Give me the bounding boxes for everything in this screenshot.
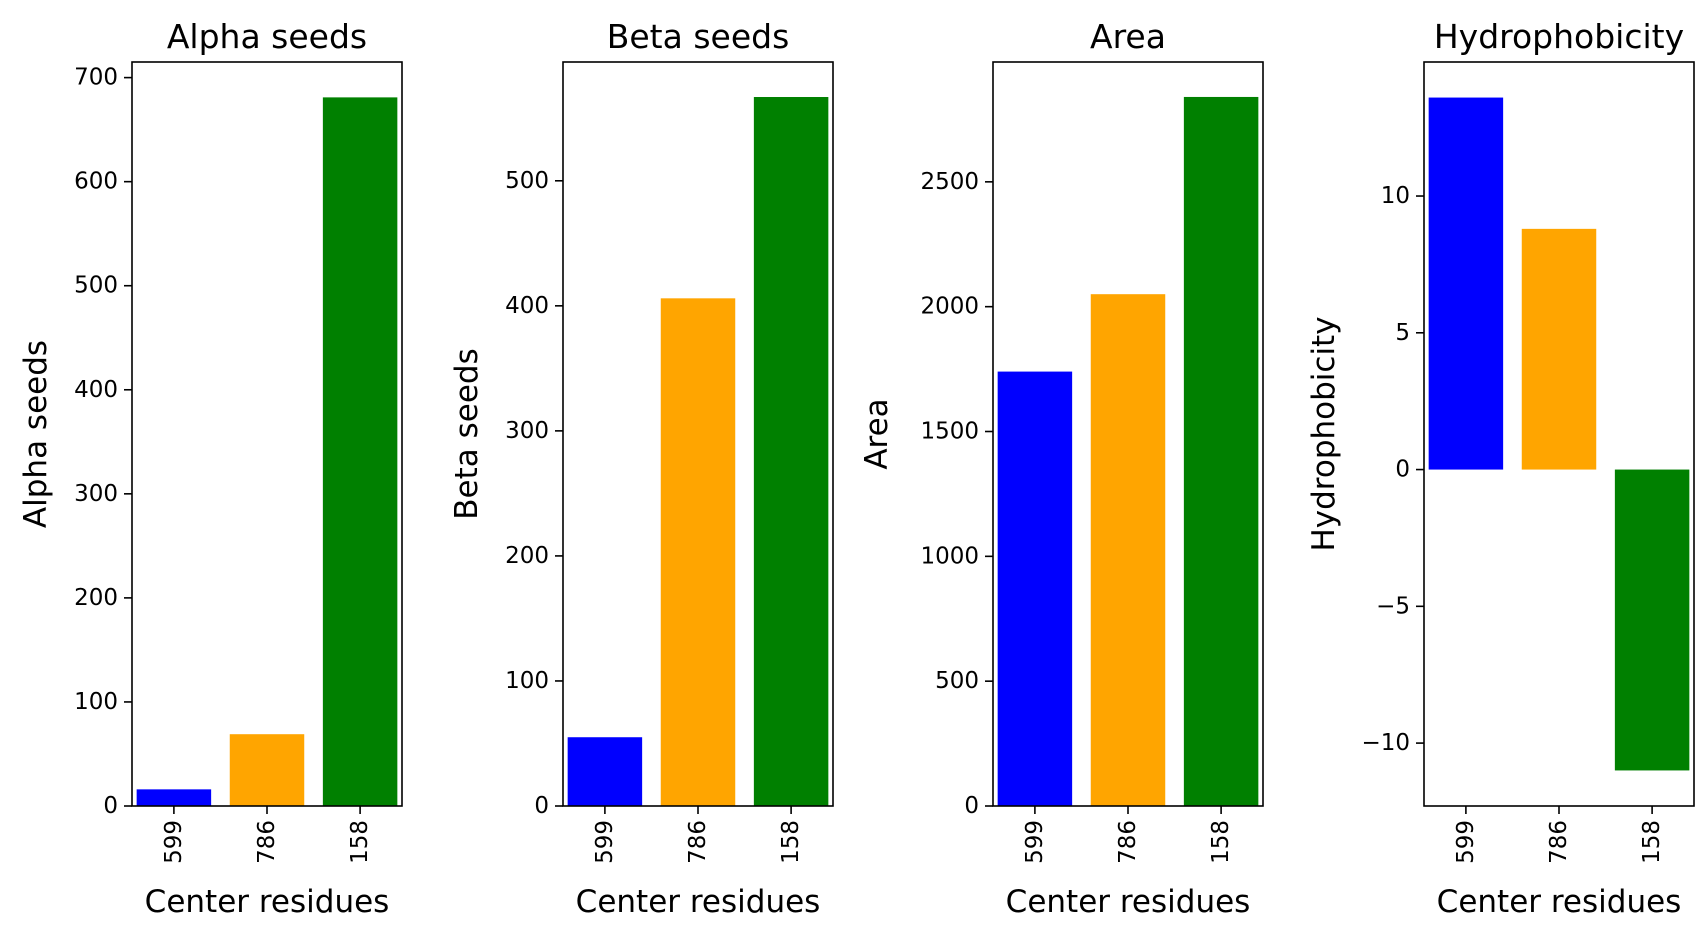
y-axis-label: Alpha seeds (18, 340, 54, 528)
x-tick-label: 158 (778, 820, 804, 864)
bar-158 (1614, 469, 1690, 771)
x-tick-label: 599 (592, 820, 618, 864)
y-tick-label: 0 (964, 793, 979, 819)
bar-599 (1428, 97, 1504, 470)
y-tick-label: 400 (505, 293, 549, 319)
y-tick-label: 500 (505, 168, 549, 194)
y-tick-label: 1500 (920, 419, 979, 445)
x-tick-label: 158 (1208, 820, 1234, 864)
x-tick-label: 786 (1115, 820, 1141, 864)
x-tick-label: 158 (347, 820, 373, 864)
y-tick-label: 300 (505, 418, 549, 444)
bar-158 (322, 97, 398, 806)
y-tick-label: 2500 (920, 169, 979, 195)
chart-title: Alpha seeds (167, 17, 367, 56)
x-axis-label: Center residues (576, 884, 821, 920)
x-axis-label: Center residues (1437, 884, 1682, 920)
x-tick-label: 786 (254, 820, 280, 864)
x-tick-label: 158 (1639, 820, 1665, 864)
bar-158 (1183, 96, 1259, 807)
y-tick-label: 10 (1381, 183, 1410, 209)
y-tick-label: 0 (103, 793, 118, 819)
y-tick-label: 300 (74, 481, 118, 507)
x-axis-label: Center residues (1006, 884, 1251, 920)
chart-panel-1: 0 100 200 300 400 500 600 700 599 786 158 Alpha see… (18, 17, 403, 920)
bar-786 (660, 298, 736, 806)
chart-panel-2: 0 100 200 300 400 500 599 786 158 Beta seeds Cente… (449, 17, 834, 920)
x-tick-label: 786 (685, 820, 711, 864)
y-tick-label: 200 (505, 543, 549, 569)
bar-158 (753, 97, 829, 806)
bar-599 (997, 371, 1073, 806)
bar-786 (229, 734, 305, 806)
y-tick-label: 2000 (920, 294, 979, 320)
y-tick-label: 0 (534, 793, 549, 819)
chart-title: Beta seeds (607, 17, 790, 56)
y-axis-label: Beta seeds (449, 348, 485, 519)
y-tick-label: 700 (74, 65, 118, 91)
bar-786 (1090, 294, 1166, 806)
x-tick-label: 599 (1453, 820, 1479, 864)
y-tick-label: 5 (1395, 320, 1410, 346)
x-tick-label: 786 (1546, 820, 1572, 864)
x-tick-label: 599 (161, 820, 187, 864)
y-tick-label: 100 (74, 689, 118, 715)
y-tick-label: 400 (74, 377, 118, 403)
chart-title: Area (1090, 17, 1166, 56)
y-tick-label: 0 (1395, 457, 1410, 483)
y-axis-label: Hydrophobicity (1306, 316, 1342, 551)
y-tick-label: 100 (505, 668, 549, 694)
bar-599 (136, 789, 212, 806)
y-tick-label: 500 (935, 668, 979, 694)
x-tick-label: 599 (1022, 820, 1048, 864)
chart-title: Hydrophobicity (1434, 17, 1684, 56)
y-axis-label: Area (859, 398, 895, 469)
chart-panel-3: 0 500 1000 1500 2000 2500 599 786 158 Area Center … (859, 17, 1264, 920)
bar-786 (1521, 228, 1597, 470)
x-axis-label: Center residues (145, 884, 390, 920)
chart-panel-4: −10 −5 0 5 10 599 786 158 Hydrophobicity Center r… (1306, 17, 1695, 920)
y-tick-label: 1000 (920, 543, 979, 569)
y-tick-label: −10 (1361, 730, 1410, 756)
bar-599 (567, 737, 643, 806)
y-tick-label: −5 (1376, 593, 1410, 619)
y-tick-label: 200 (74, 585, 118, 611)
y-tick-label: 500 (74, 273, 118, 299)
y-tick-label: 600 (74, 169, 118, 195)
